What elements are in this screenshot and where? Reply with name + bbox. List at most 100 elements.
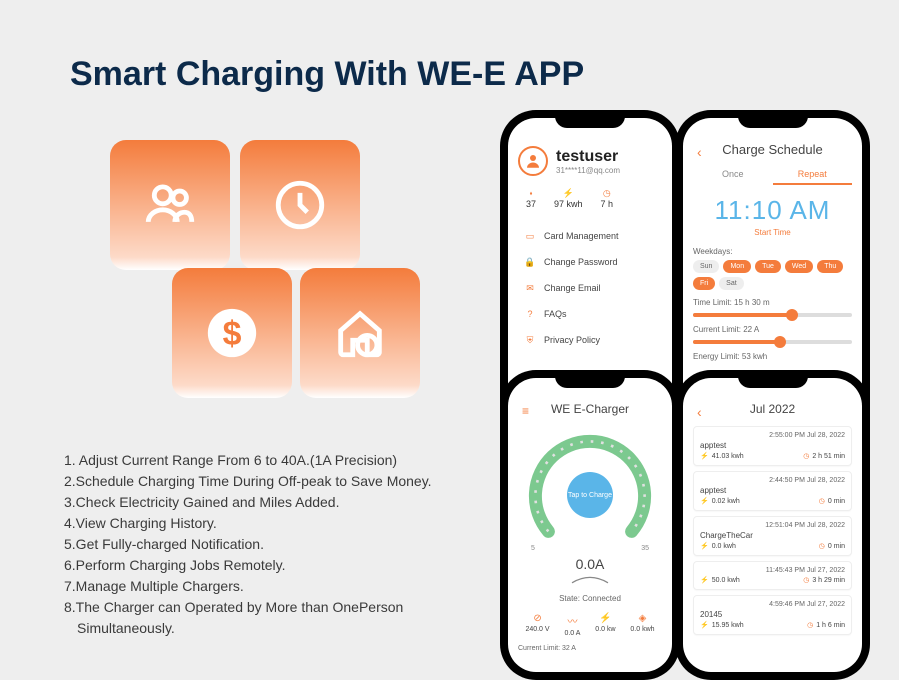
clock-icon: ◷ (803, 576, 809, 584)
history-time: 12:51:04 PM Jul 28, 2022 (700, 522, 845, 529)
svg-text:$: $ (223, 315, 242, 353)
tab-repeat[interactable]: Repeat (773, 165, 853, 185)
history-time: 4:59:46 PM Jul 27, 2022 (700, 601, 845, 608)
history-duration: ◷0 min (819, 497, 845, 505)
energy-icon: ⚡ (700, 542, 709, 550)
history-item[interactable]: 4:59:46 PM Jul 27, 2022 20145 ⚡15.95 kwh… (693, 595, 852, 635)
energy-icon: ⚡ (700, 452, 709, 460)
voltage-icon: ⊘ (525, 613, 549, 624)
feature-8b: Simultaneously. (64, 618, 432, 638)
feature-card-dollar: $ (172, 268, 292, 398)
chip-sat[interactable]: Sat (719, 277, 744, 290)
stat-sessions: ⬪37 (526, 188, 536, 209)
tap-to-charge-button[interactable]: Tap to Charge (567, 472, 613, 518)
schedule-time[interactable]: 11:10 AM (693, 195, 852, 226)
phone-charger: ≡WE E-Charger Tap to Charge 5 35 0.0A St… (500, 370, 680, 680)
history-name: apptest (700, 441, 845, 450)
back-button[interactable]: ‹ (697, 404, 702, 420)
history-title: ‹Jul 2022 (693, 402, 852, 416)
energy-icon: ⚡ (700, 576, 709, 584)
history-item[interactable]: 11:45:43 PM Jul 27, 2022 ⚡50.0 kwh◷3 h 2… (693, 561, 852, 590)
history-time: 2:44:50 PM Jul 28, 2022 (700, 477, 845, 484)
clock-icon: ◷ (819, 497, 825, 505)
feature-7: 7.Manage Multiple Chargers. (64, 576, 432, 596)
menu-faqs[interactable]: ?FAQs (518, 301, 662, 327)
chip-sun[interactable]: Sun (693, 260, 719, 273)
gauge: Tap to Charge 5 35 (525, 430, 655, 560)
history-energy: ⚡0.0 kwh (700, 542, 736, 550)
feature-2: 2.Schedule Charging Time During Off-peak… (64, 471, 432, 491)
menu-change-email[interactable]: ✉Change Email (518, 275, 662, 301)
charger-title: ≡WE E-Charger (518, 402, 662, 416)
feature-3: 3.Check Electricity Gained and Miles Add… (64, 492, 432, 512)
menu-button[interactable]: ≡ (522, 404, 529, 418)
feature-card-users (110, 140, 230, 270)
feature-card-house (300, 268, 420, 398)
card-icon: ▭ (524, 230, 536, 242)
phone-history: ‹Jul 2022 2:55:00 PM Jul 28, 2022 apptes… (675, 370, 870, 680)
metric-voltage: ⊘240.0 V (525, 613, 549, 637)
clock-icon: ◷ (803, 452, 809, 460)
feature-cards: $ (110, 140, 420, 420)
dollar-icon: $ (203, 304, 261, 362)
energy-icon: ⚡ (700, 497, 709, 505)
username: testuser (556, 148, 620, 166)
feature-5: 5.Get Fully-charged Notification. (64, 534, 432, 554)
time-limit-slider[interactable] (693, 313, 852, 317)
history-name: 20145 (700, 610, 845, 619)
stats-row: ⬪37 ⚡97 kwh ◷7 h (526, 188, 662, 209)
avatar[interactable] (518, 146, 548, 176)
page-title: Smart Charging With WE-E APP (70, 55, 584, 94)
menu-card-management[interactable]: ▭Card Management (518, 223, 662, 249)
history-energy: ⚡41.03 kwh (700, 452, 744, 460)
state-text: State: Connected (518, 594, 662, 603)
feature-card-clock (240, 140, 360, 270)
history-duration: ◷2 h 51 min (803, 452, 845, 460)
history-item[interactable]: 2:55:00 PM Jul 28, 2022 apptest ⚡41.03 k… (693, 426, 852, 466)
clock-icon: ◷ (819, 542, 825, 550)
history-duration: ◷0 min (819, 542, 845, 550)
house-icon (331, 304, 389, 362)
gauge-max: 35 (641, 545, 649, 552)
clock-icon: ◷ (807, 621, 813, 629)
person-icon (524, 152, 542, 170)
clock-icon (271, 176, 329, 234)
gauge-min: 5 (531, 545, 535, 552)
history-energy: ⚡0.02 kwh (700, 497, 740, 505)
feature-1: 1. Adjust Current Range From 6 to 40A.(1… (64, 450, 432, 470)
chip-thu[interactable]: Thu (817, 260, 843, 273)
user-email: 31****11@qq.com (556, 166, 620, 175)
menu-privacy[interactable]: ⛨Privacy Policy (518, 327, 662, 353)
metric-current: 〰0.0 A (564, 613, 580, 637)
history-time: 11:45:43 PM Jul 27, 2022 (700, 567, 845, 574)
tab-once[interactable]: Once (693, 165, 773, 185)
chip-fri[interactable]: Fri (693, 277, 715, 290)
help-icon: ? (524, 308, 536, 320)
notch (555, 370, 625, 388)
chip-wed[interactable]: Wed (785, 260, 813, 273)
history-item[interactable]: 2:44:50 PM Jul 28, 2022 apptest ⚡0.02 kw… (693, 471, 852, 511)
menu-change-password[interactable]: 🔒Change Password (518, 249, 662, 275)
current-limit-label: Current Limit: 22 A (693, 325, 852, 334)
schedule-title: ‹Charge Schedule (693, 142, 852, 157)
feature-8a: 8.The Charger can Operated by More than … (64, 597, 432, 617)
current-limit-text: Current Limit: 32 A (518, 645, 662, 652)
lock-icon: 🔒 (524, 256, 536, 268)
weekday-chips: Sun Mon Tue Wed Thu Fri Sat (693, 260, 852, 290)
metric-energy: ◈0.0 kwh (630, 613, 654, 637)
chip-tue[interactable]: Tue (755, 260, 781, 273)
plug-icon (560, 572, 620, 584)
start-time-label: Start Time (693, 228, 852, 237)
user-header: testuser 31****11@qq.com (518, 146, 662, 176)
users-icon (141, 176, 199, 234)
current-limit-slider[interactable] (693, 340, 852, 344)
energy-limit-label: Energy Limit: 53 kwh (693, 352, 852, 361)
history-energy: ⚡15.95 kwh (700, 621, 744, 629)
schedule-tabs: Once Repeat (693, 165, 852, 185)
chip-mon[interactable]: Mon (723, 260, 751, 273)
history-item[interactable]: 12:51:04 PM Jul 28, 2022 ChargeTheCar ⚡0… (693, 516, 852, 556)
history-duration: ◷3 h 29 min (803, 576, 845, 584)
shield-icon: ⛨ (524, 334, 536, 346)
back-button[interactable]: ‹ (697, 144, 702, 160)
history-duration: ◷1 h 6 min (807, 621, 845, 629)
